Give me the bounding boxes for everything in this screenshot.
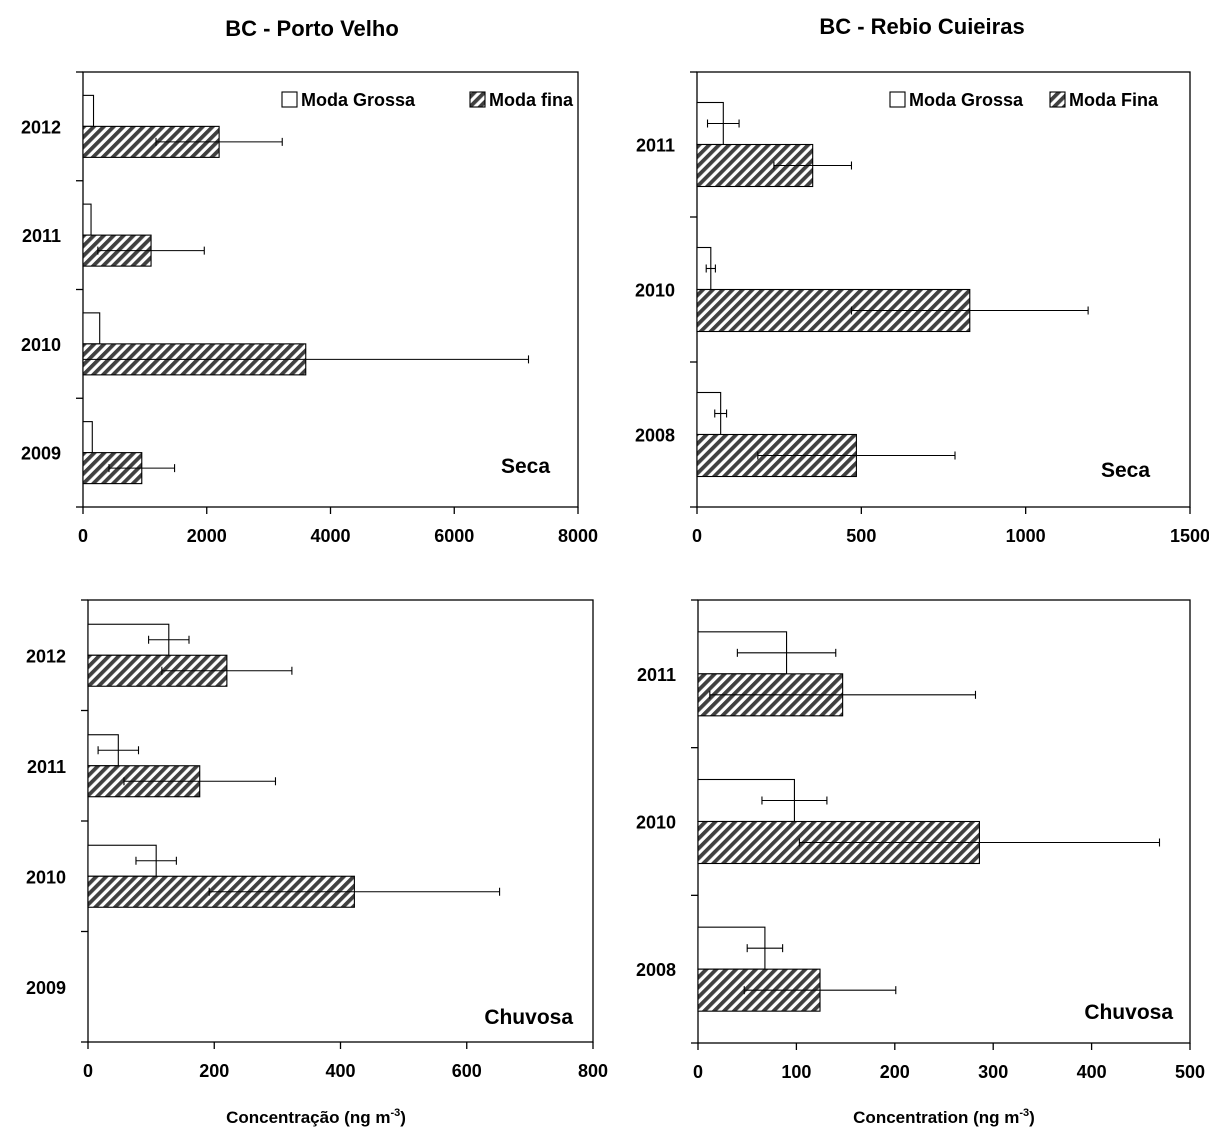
- y-tick-label: 2012: [21, 117, 61, 137]
- y-tick-label: 2011: [22, 226, 61, 246]
- x-tick-label: 8000: [558, 526, 598, 546]
- x-axis-label-left: Concentração (ng m-3): [226, 1107, 406, 1127]
- x-axis-label-right: Concentration (ng m-3): [853, 1107, 1035, 1127]
- y-tick-label: 2010: [26, 867, 66, 887]
- season-label: Seca: [501, 455, 550, 478]
- legend-swatch-coarse: [889, 91, 906, 108]
- x-tick-label: 0: [83, 1061, 93, 1081]
- x-tick-label: 800: [578, 1061, 608, 1081]
- season-label: Chuvosa: [484, 1006, 573, 1029]
- y-tick-label: 2012: [26, 646, 66, 666]
- x-tick-label: 0: [693, 1062, 703, 1082]
- y-tick-label: 2008: [636, 960, 676, 980]
- x-tick-label: 100: [781, 1062, 811, 1082]
- bar-coarse-mode: [82, 94, 95, 127]
- x-tick-label: 600: [452, 1061, 482, 1081]
- bar-coarse-mode: [82, 421, 93, 454]
- x-tick-label: 200: [199, 1061, 229, 1081]
- y-tick-label: 2010: [21, 335, 61, 355]
- x-tick-label: 200: [880, 1062, 910, 1082]
- x-tick-label: 0: [692, 526, 702, 546]
- x-tick-label: 400: [325, 1061, 355, 1081]
- y-tick-label: 2011: [636, 136, 675, 156]
- chart-top-right: 0 500 1000 1500 2008 2010 2011 Seca Moda Grossa M…: [635, 71, 1209, 546]
- bar-coarse-mode: [82, 312, 101, 345]
- y-tick-label: 2010: [635, 281, 675, 301]
- x-tick-label: 1000: [1006, 526, 1046, 546]
- legend-swatch-fine: [1049, 91, 1066, 108]
- legend-label-fine: Moda fina: [489, 90, 574, 110]
- x-tick-label: 500: [846, 526, 876, 546]
- legend-label-coarse: Moda Grossa: [909, 90, 1024, 110]
- x-tick-label: 400: [1077, 1062, 1107, 1082]
- legend-swatch-coarse: [281, 91, 298, 108]
- x-tick-label: 2000: [187, 526, 227, 546]
- legend-label-fine: Moda Fina: [1069, 90, 1159, 110]
- season-label: Chuvosa: [1084, 1001, 1173, 1024]
- y-tick-label: 2011: [637, 665, 676, 685]
- chart-bottom-right: 0 100 200 300 400 500 2008 2010 2011 Chuvosa: [636, 599, 1205, 1082]
- x-tick-label: 500: [1175, 1062, 1205, 1082]
- bar-coarse-mode: [82, 203, 92, 236]
- x-tick-label: 1500: [1170, 526, 1209, 546]
- y-tick-label: 2008: [635, 426, 675, 446]
- x-tick-label: 300: [978, 1062, 1008, 1082]
- right-column-title: BC - Rebio Cuieiras: [819, 14, 1024, 39]
- season-label: Seca: [1101, 459, 1150, 482]
- y-tick-label: 2009: [21, 444, 61, 464]
- chart-top-left: 0 2000 4000 6000 8000 2009 2010 2011 2012 Seca Mod…: [21, 71, 598, 546]
- chart-bottom-left: 0 200 400 600 800 2009 2010 2011 2012 Chuvosa: [26, 599, 608, 1081]
- left-column-title: BC - Porto Velho: [225, 16, 399, 41]
- y-tick-label: 2009: [26, 978, 66, 998]
- legend-label-coarse: Moda Grossa: [301, 90, 416, 110]
- legend-swatch-fine: [469, 91, 486, 108]
- y-tick-label: 2011: [27, 757, 66, 777]
- y-tick-label: 2010: [636, 813, 676, 833]
- x-tick-label: 6000: [434, 526, 474, 546]
- x-tick-label: 4000: [310, 526, 350, 546]
- x-tick-label: 0: [78, 526, 88, 546]
